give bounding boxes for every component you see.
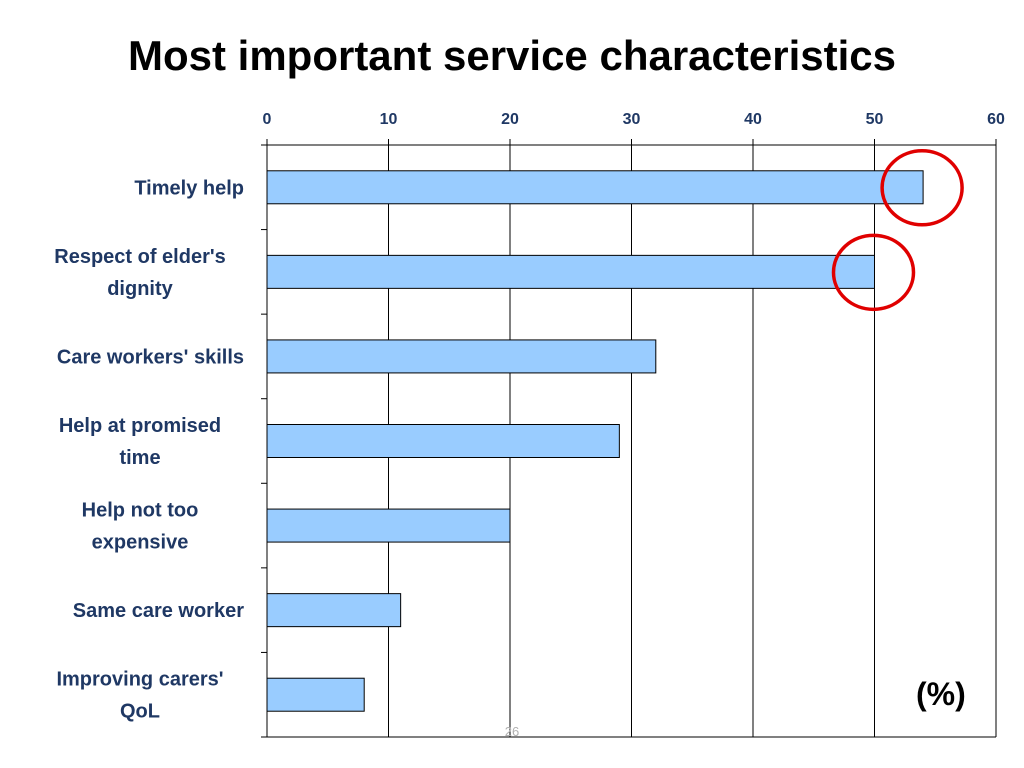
- category-labels: Timely help Respect of elder's dignity Care…: [54, 177, 244, 722]
- slide-number: 26: [504, 724, 520, 739]
- x-tick-label: 30: [623, 111, 641, 128]
- bar: [266, 254, 875, 289]
- category-label: Improving carers': [56, 669, 223, 691]
- x-tick-label: 50: [866, 111, 884, 128]
- axes: [261, 139, 997, 738]
- x-tick-labels: 0 10 20 30 40 50 60: [263, 111, 1005, 128]
- bars: [266, 170, 924, 712]
- x-tick-label: 20: [501, 111, 519, 128]
- x-tick-label: 10: [380, 111, 398, 128]
- category-label: QoL: [120, 701, 160, 723]
- x-tick-label: 0: [263, 111, 272, 128]
- unit-label: (%): [916, 676, 966, 712]
- category-label: Help not too: [82, 500, 199, 522]
- highlight-circle: [831, 233, 916, 312]
- category-label: Help at promised: [59, 415, 221, 437]
- bar: [266, 170, 924, 205]
- bar: [266, 339, 657, 374]
- category-label: Care workers' skills: [57, 346, 244, 368]
- bar: [266, 593, 402, 628]
- category-label: expensive: [92, 532, 189, 554]
- x-tick-label: 40: [744, 111, 762, 128]
- bar: [266, 424, 620, 458]
- category-label: dignity: [107, 278, 173, 300]
- bar: [266, 677, 365, 712]
- category-label: Timely help: [134, 177, 244, 199]
- category-label: time: [119, 447, 160, 469]
- x-tick-label: 60: [987, 111, 1005, 128]
- highlight-circles: [831, 149, 964, 312]
- bar: [266, 508, 511, 543]
- slide-title: Most important service characteristics: [128, 32, 896, 79]
- category-label: Respect of elder's: [54, 246, 225, 268]
- highlight-circle: [880, 149, 964, 227]
- category-label: Same care worker: [73, 600, 244, 622]
